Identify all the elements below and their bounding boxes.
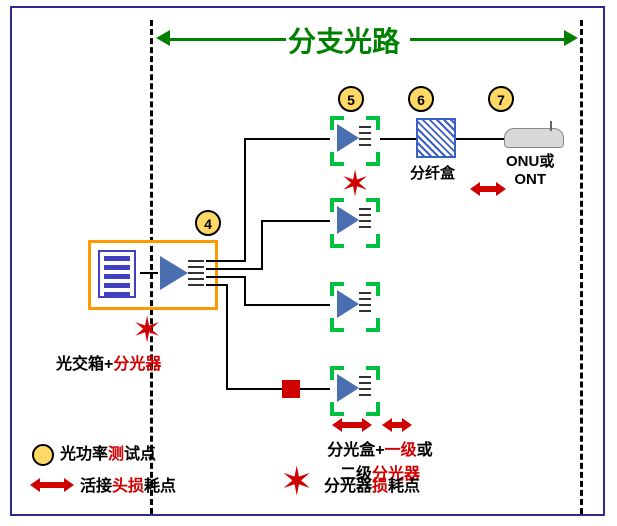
legend-tp-post: 试点 (124, 446, 156, 463)
legend-conn-post: 耗点 (144, 478, 176, 495)
loss-star-odf: ✶ (132, 312, 162, 348)
wire-to-gb1 (244, 138, 330, 140)
wire-v3 (244, 276, 246, 306)
splitter-3-icon (337, 290, 359, 318)
title-arrow-left (156, 30, 170, 46)
connector-arrow-splitbox-r (382, 418, 412, 432)
wire-hatch-onu (456, 138, 504, 140)
splitter-2-icon (337, 206, 359, 234)
diagram-title: 分支光路 (288, 20, 400, 60)
legend-conn-red: 头损 (112, 478, 144, 495)
onu-device (504, 128, 564, 148)
splitbox-red1: 一级 (385, 442, 417, 459)
test-point-7: 7 (488, 86, 514, 112)
splitter-1-icon (337, 124, 359, 152)
legend-sl-pre: 分光器 (324, 478, 372, 495)
title-line-right (410, 38, 564, 41)
legend-tp-red: 测 (108, 446, 124, 463)
odf-icon (98, 250, 136, 298)
onu-label: ONU或 ONT (506, 150, 554, 188)
wire-v1 (244, 138, 246, 262)
legend-circle-icon (32, 444, 54, 466)
wire-v4 (226, 284, 228, 388)
splitbox-mid: 或 (417, 442, 433, 459)
fdb-label: 分纤盒 (410, 162, 455, 183)
legend-star-icon: ✶ (280, 462, 314, 502)
wire-gb1-hatch (380, 138, 416, 140)
test-point-6: 6 (408, 86, 434, 112)
wire-h1 (206, 260, 244, 262)
legend-sl-post: 耗点 (388, 478, 420, 495)
fdb-box (416, 118, 456, 158)
legend-connector: 活接头损耗点 (80, 472, 176, 496)
wire-to-gb4 (226, 388, 330, 390)
legend-conn-pre: 活接 (80, 478, 112, 495)
onu-label-l1: ONU或 (506, 153, 554, 170)
odf-label-pre: 光交箱+ (56, 356, 113, 373)
connector-arrow-splitbox-l (332, 418, 372, 432)
red-square-marker (282, 380, 300, 398)
onu-label-l2: ONT (514, 171, 546, 188)
legend-splitterloss: 分光器损耗点 (324, 472, 420, 496)
splitbox-pre: 分光盒+ (327, 442, 384, 459)
legend-tp-pre: 光功率 (60, 446, 108, 463)
wire-to-gb3 (244, 304, 330, 306)
legend-arrow-icon (30, 478, 74, 492)
wire-h3 (206, 276, 244, 278)
title-line-left (170, 38, 286, 41)
wire-h2 (206, 268, 261, 270)
splitter-4-icon (337, 374, 359, 402)
wire-h4 (206, 284, 226, 286)
test-point-5: 5 (338, 86, 364, 112)
legend-testpoint: 光功率测试点 (32, 440, 156, 466)
legend-sl-red: 损 (372, 478, 388, 495)
wire-to-gb2 (261, 220, 330, 222)
wire-v2 (261, 220, 263, 270)
test-point-4: 4 (195, 210, 221, 236)
odf-label-red: 分光器 (113, 356, 161, 373)
main-splitter-icon (160, 256, 188, 290)
wire-doc-splitter (140, 272, 158, 274)
loss-star-split: ✶ (340, 166, 370, 202)
odf-label: 光交箱+分光器 (56, 350, 161, 374)
boundary-right-dash (580, 20, 583, 514)
connector-arrow-onu (470, 182, 506, 196)
title-arrow-right (564, 30, 578, 46)
